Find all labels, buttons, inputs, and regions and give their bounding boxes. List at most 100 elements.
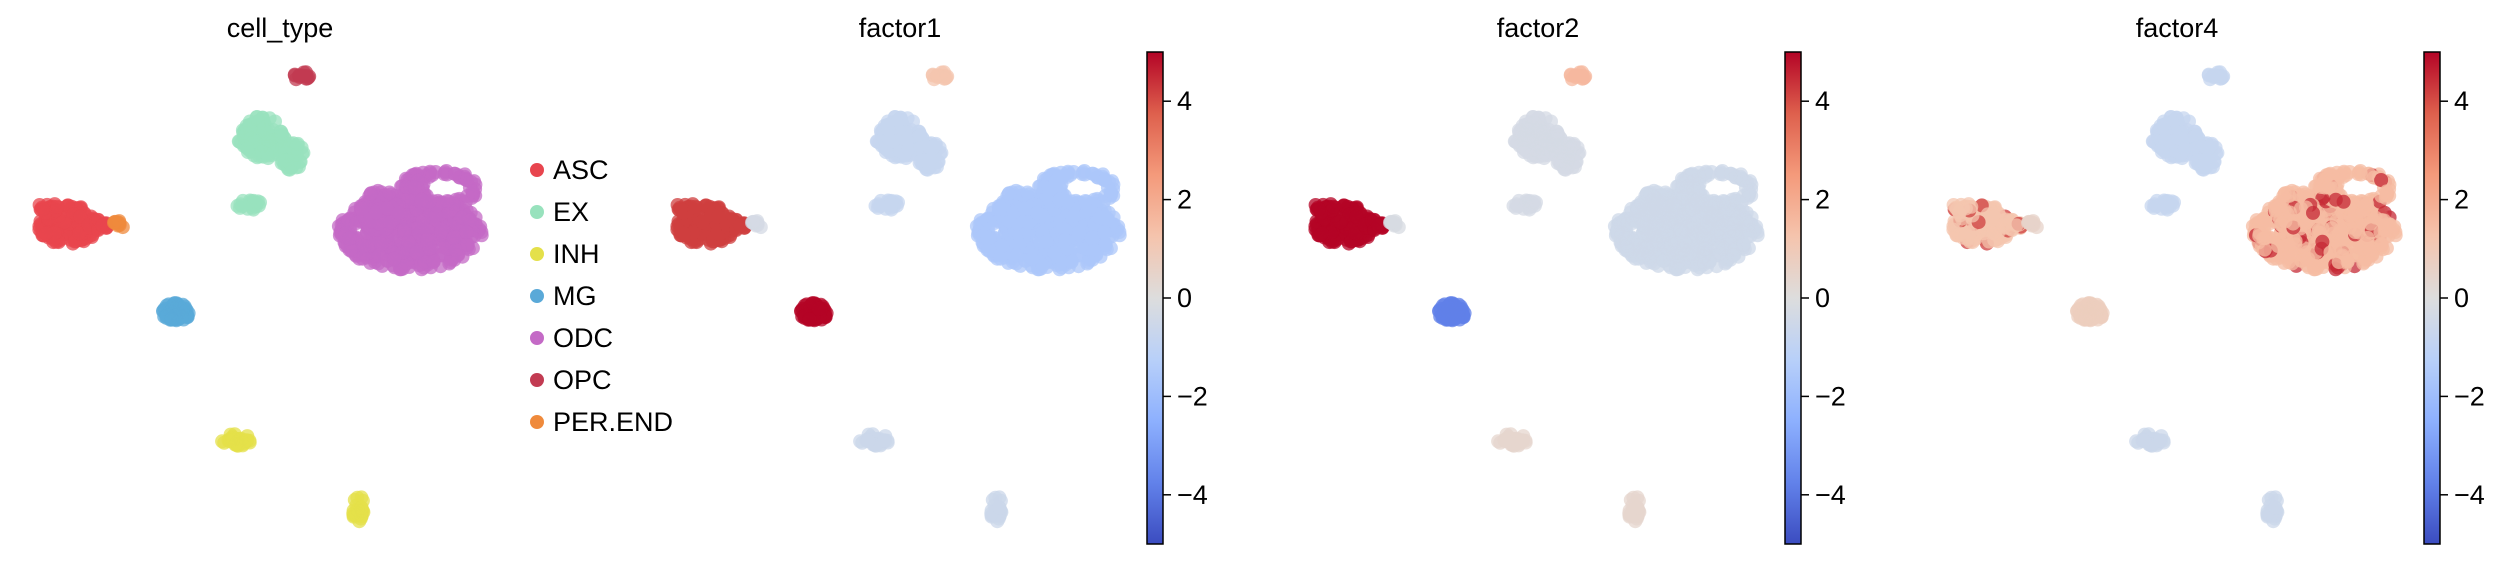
scatter-point xyxy=(354,201,369,216)
scatter-point xyxy=(1724,242,1739,257)
scatter-point xyxy=(239,433,254,448)
scatter-point xyxy=(1001,186,1016,201)
scatter-point xyxy=(873,199,888,214)
scatter-point xyxy=(387,251,402,266)
scatter-point xyxy=(2301,251,2316,266)
scatter-point xyxy=(1518,117,1533,132)
scatter-point xyxy=(383,215,398,230)
scatter-point xyxy=(1499,433,1514,448)
scatter-point xyxy=(980,231,995,246)
scatter-point xyxy=(2321,180,2336,195)
scatter-point xyxy=(2268,500,2283,515)
scatter-point xyxy=(2137,433,2152,448)
scatter-point xyxy=(107,215,121,230)
scatter-point xyxy=(1633,239,1648,253)
scatter-point xyxy=(1658,185,1673,200)
colorbar-tick-label: −4 xyxy=(2454,480,2485,510)
scatter-points xyxy=(1308,65,1765,529)
scatter-point xyxy=(930,68,945,83)
scatter-point xyxy=(1668,205,1682,220)
scatter-point xyxy=(2334,232,2349,247)
scatter-point xyxy=(1045,180,1060,195)
scatter-point xyxy=(1064,254,1079,269)
scatter-point xyxy=(261,133,276,148)
scatter-point xyxy=(2354,194,2369,208)
scatter-point xyxy=(1724,166,1738,181)
scatter-point xyxy=(992,201,1007,216)
scatter-point xyxy=(2156,117,2171,132)
scatter-point xyxy=(673,202,688,217)
scatter-point xyxy=(1383,215,1397,230)
scatter-point xyxy=(1097,225,1112,240)
scatter-point xyxy=(1311,202,1326,217)
panel-title: factor1 xyxy=(859,13,942,43)
scatter-point xyxy=(2348,225,2363,240)
scatter-point xyxy=(374,237,389,252)
scatter-point xyxy=(1630,201,1645,216)
scatter-point xyxy=(39,226,53,241)
scatter-point xyxy=(2340,254,2355,269)
scatter-point xyxy=(2373,225,2388,240)
colorbar-tick-label: 4 xyxy=(1815,86,1830,116)
scatter-point xyxy=(1515,433,1530,448)
scatter-point xyxy=(343,242,358,257)
legend-marker xyxy=(530,163,544,177)
scatter-point xyxy=(459,225,474,240)
legend-label: ASC xyxy=(553,155,609,185)
scatter-point xyxy=(1690,192,1705,207)
panel-title: factor2 xyxy=(1497,13,1580,43)
scatter-point xyxy=(2296,185,2311,200)
colorbar-tick-label: 2 xyxy=(1177,185,1192,215)
scatter-point xyxy=(1702,254,1717,269)
scatter-point xyxy=(392,205,406,220)
legend-marker xyxy=(530,415,544,429)
scatter-point xyxy=(429,208,443,223)
scatter-point xyxy=(35,202,50,217)
scatter-point xyxy=(2362,242,2377,257)
scatter-point xyxy=(382,185,397,200)
scatter-point xyxy=(2149,199,2164,214)
scatter-point xyxy=(2268,201,2283,216)
scatter-point xyxy=(1568,68,1583,83)
scatter-point xyxy=(284,152,299,167)
legend-label: INH xyxy=(553,239,600,269)
scatter-point xyxy=(242,117,257,132)
legend-marker xyxy=(530,205,544,219)
colorbar-tick-label: 2 xyxy=(2454,185,2469,215)
scatter-point xyxy=(290,136,305,151)
scatter-point xyxy=(223,433,238,448)
scatter-point xyxy=(1953,226,1967,241)
scatter-point xyxy=(363,186,378,201)
scatter-point xyxy=(425,168,440,183)
scatter-point xyxy=(342,231,357,246)
scatter-point xyxy=(414,192,429,207)
legend-label: MG xyxy=(553,281,597,311)
scatter-point xyxy=(1710,225,1725,240)
scatter-points xyxy=(32,65,489,529)
scatter-point xyxy=(1683,180,1698,195)
scatter-point xyxy=(164,312,179,327)
scatter-point xyxy=(372,216,386,231)
scatter-point xyxy=(1315,226,1329,241)
scatter-point xyxy=(1086,242,1101,257)
scatter-point xyxy=(2198,152,2213,167)
scatter-point xyxy=(1063,168,1078,183)
scatter-point xyxy=(446,230,461,245)
scatter-point xyxy=(1511,199,1526,214)
scatter-point xyxy=(463,213,478,228)
scatter-point xyxy=(710,226,725,241)
colorbar-tick-label: 4 xyxy=(1177,86,1192,116)
scatter-point xyxy=(877,433,892,448)
scatter-point xyxy=(1020,185,1035,200)
colorbar-tick-label: −2 xyxy=(1177,381,1208,411)
scatter-point xyxy=(2277,186,2292,201)
scatter-point xyxy=(397,258,412,273)
scatter-point xyxy=(899,133,914,148)
colorbar-tick-label: 0 xyxy=(2454,283,2469,313)
colorbar-tick-label: −4 xyxy=(1815,480,1846,510)
scatter-point xyxy=(72,226,87,241)
panel-title: factor4 xyxy=(2136,13,2219,43)
scatter-point xyxy=(419,222,434,237)
scatter-point xyxy=(884,197,899,212)
scatter-point xyxy=(1655,201,1670,216)
